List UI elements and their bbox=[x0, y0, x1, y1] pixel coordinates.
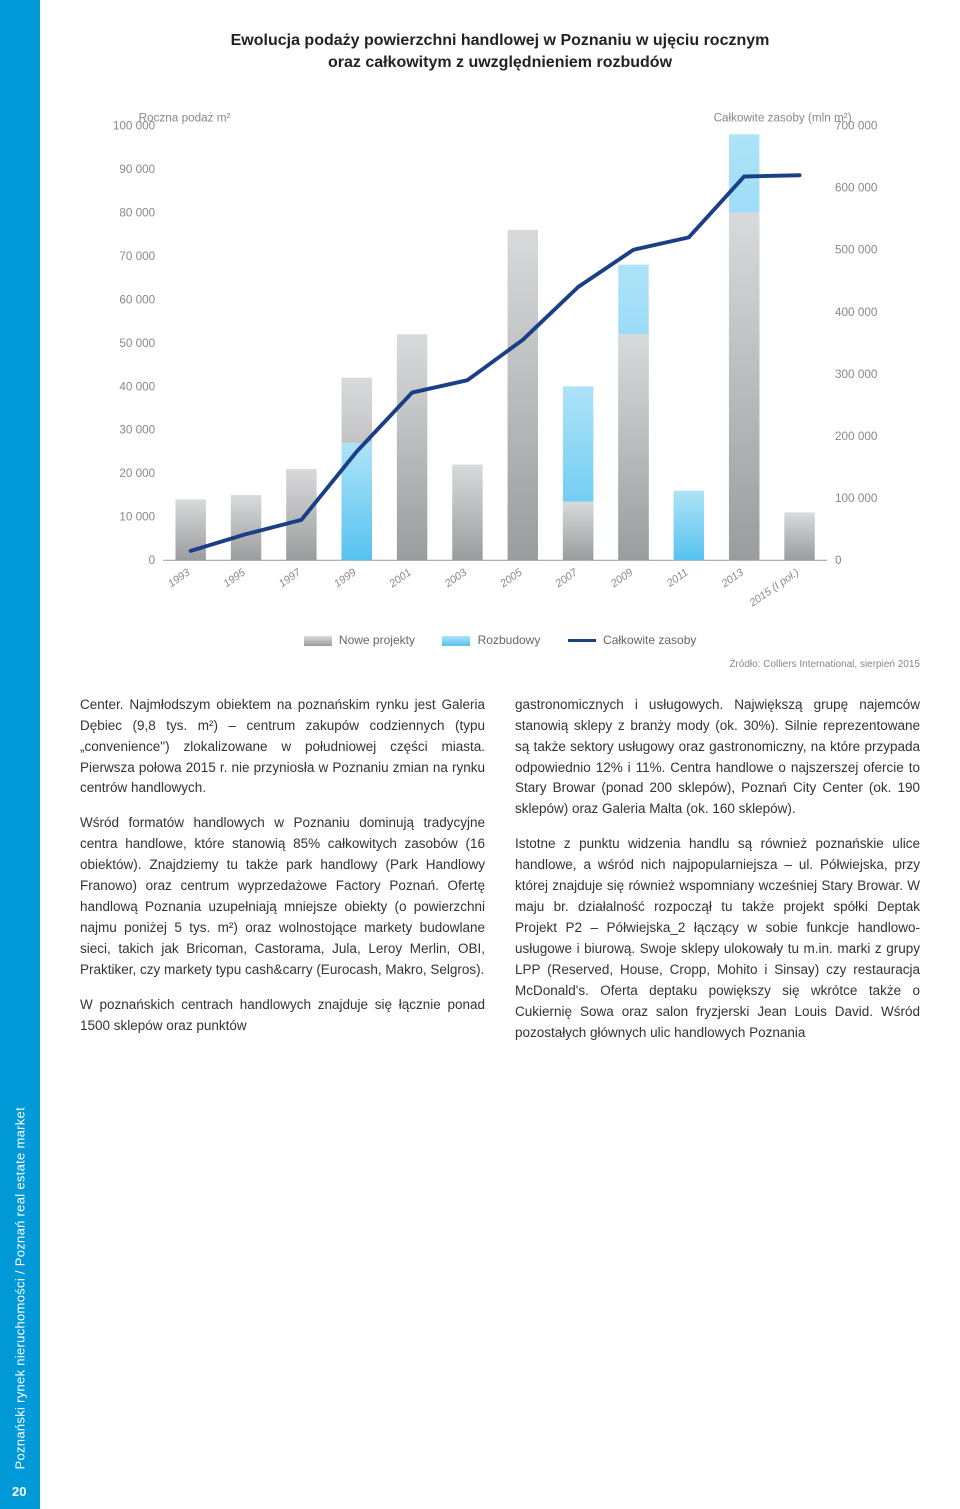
svg-text:0: 0 bbox=[835, 554, 842, 567]
svg-text:20 000: 20 000 bbox=[119, 467, 155, 480]
svg-text:700 000: 700 000 bbox=[835, 119, 878, 132]
svg-text:600 000: 600 000 bbox=[835, 181, 878, 194]
legend-calkowite-label: Całkowite zasoby bbox=[603, 633, 696, 647]
chart: Roczna podaż m²Całkowite zasoby (mln m²)… bbox=[80, 100, 920, 620]
svg-text:2009: 2009 bbox=[608, 566, 635, 590]
body-p2: Wśród formatów handlowych w Poznaniu dom… bbox=[80, 813, 485, 980]
svg-text:80 000: 80 000 bbox=[119, 206, 155, 219]
chart-legend: Nowe projekty Rozbudowy Całkowite zasoby bbox=[80, 633, 920, 647]
swatch-calkowite bbox=[568, 639, 596, 642]
swatch-rozbudowy bbox=[442, 636, 470, 646]
side-tab-label: Poznański rynek nieruchomości / Poznań r… bbox=[13, 1107, 28, 1470]
page-number: 20 bbox=[12, 1484, 26, 1499]
svg-text:1993: 1993 bbox=[166, 566, 192, 590]
chart-source: Źródło: Colliers International, sierpień… bbox=[80, 659, 920, 670]
svg-text:2011: 2011 bbox=[664, 566, 691, 590]
body-p5: Istotne z punktu widzenia handlu są równ… bbox=[515, 834, 920, 1043]
chart-title-line2: oraz całkowitym z uwzględnieniem rozbudó… bbox=[328, 54, 672, 71]
body-left-column: Center. Najmłodszym obiektem na poznańsk… bbox=[80, 695, 485, 1058]
svg-text:100 000: 100 000 bbox=[113, 119, 156, 132]
svg-text:10 000: 10 000 bbox=[119, 510, 155, 523]
chart-title: Ewolucja podaży powierzchni handlowej w … bbox=[80, 30, 920, 75]
svg-text:2007: 2007 bbox=[553, 566, 581, 591]
svg-text:400 000: 400 000 bbox=[835, 306, 878, 319]
svg-text:2003: 2003 bbox=[442, 566, 469, 590]
legend-rozbudowy: Rozbudowy bbox=[442, 633, 540, 647]
svg-text:2001: 2001 bbox=[387, 566, 414, 590]
svg-text:60 000: 60 000 bbox=[119, 293, 155, 306]
svg-text:500 000: 500 000 bbox=[835, 243, 878, 256]
svg-text:90 000: 90 000 bbox=[119, 163, 155, 176]
body-p3: W poznańskich centrach handlowych znajdu… bbox=[80, 995, 485, 1037]
svg-text:200 000: 200 000 bbox=[835, 430, 878, 443]
svg-text:2005: 2005 bbox=[497, 566, 524, 590]
svg-text:50 000: 50 000 bbox=[119, 337, 155, 350]
legend-calkowite: Całkowite zasoby bbox=[568, 633, 697, 647]
svg-text:0: 0 bbox=[149, 554, 156, 567]
body-right-column: gastronomicznych i usługowych. Największ… bbox=[515, 695, 920, 1058]
svg-text:40 000: 40 000 bbox=[119, 380, 155, 393]
body-p1: Center. Najmłodszym obiektem na poznańsk… bbox=[80, 695, 485, 800]
svg-text:70 000: 70 000 bbox=[119, 250, 155, 263]
body-text: Center. Najmłodszym obiektem na poznańsk… bbox=[80, 695, 920, 1058]
svg-text:2013: 2013 bbox=[719, 566, 746, 590]
svg-text:1999: 1999 bbox=[332, 566, 358, 590]
side-tab: Poznański rynek nieruchomości / Poznań r… bbox=[0, 0, 40, 1509]
svg-text:2015 (I poł.): 2015 (I poł.) bbox=[747, 566, 802, 609]
swatch-nowe bbox=[304, 636, 332, 646]
svg-text:100 000: 100 000 bbox=[835, 492, 878, 505]
chart-svg: Roczna podaż m²Całkowite zasoby (mln m²)… bbox=[80, 100, 920, 620]
legend-rozbudowy-label: Rozbudowy bbox=[478, 633, 541, 647]
svg-text:1997: 1997 bbox=[277, 566, 304, 590]
svg-text:Całkowite zasoby (mln m²): Całkowite zasoby (mln m²) bbox=[714, 111, 852, 124]
svg-text:30 000: 30 000 bbox=[119, 424, 155, 437]
body-p4: gastronomicznych i usługowych. Największ… bbox=[515, 695, 920, 821]
chart-title-line1: Ewolucja podaży powierzchni handlowej w … bbox=[231, 32, 770, 49]
svg-text:1995: 1995 bbox=[221, 566, 247, 590]
legend-nowe-label: Nowe projekty bbox=[339, 633, 415, 647]
legend-nowe: Nowe projekty bbox=[304, 633, 415, 647]
svg-text:300 000: 300 000 bbox=[835, 368, 878, 381]
